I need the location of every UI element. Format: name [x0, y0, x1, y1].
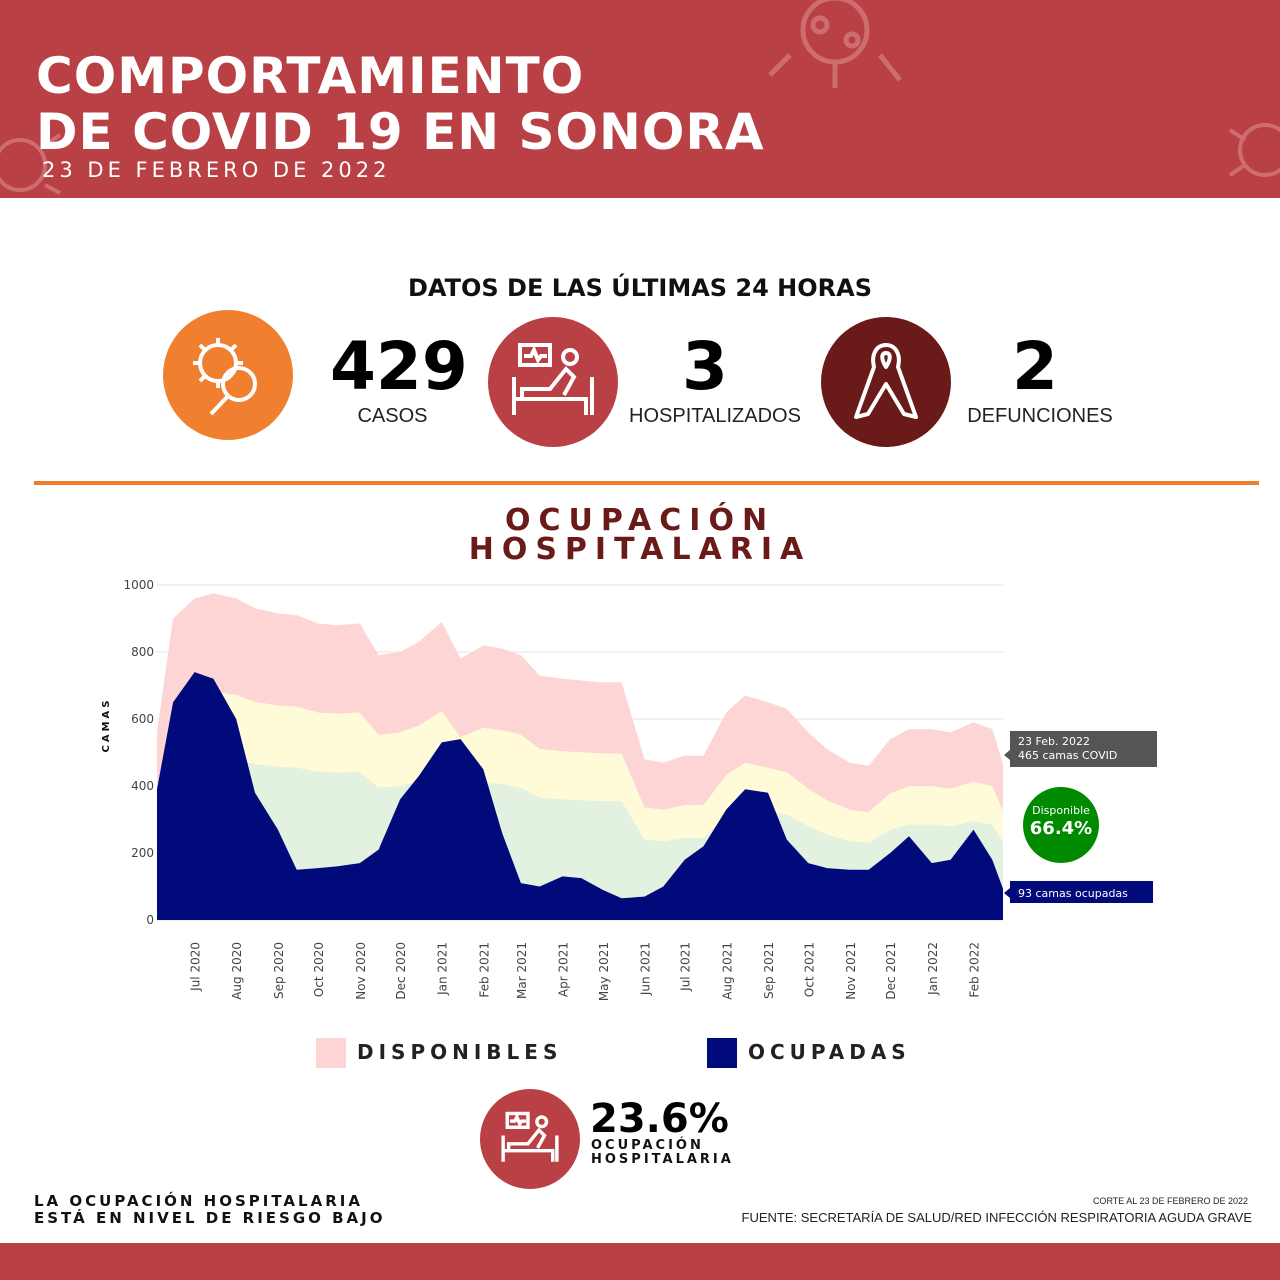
- page-title: COMPORTAMIENTO DE COVID 19 EN SONORA: [36, 48, 765, 160]
- tooltip-total-beds: 465 camas COVID: [1018, 749, 1117, 762]
- report-date: 23 DE FEBRERO DE 2022: [42, 158, 391, 182]
- x-tick-label: Oct 2021: [802, 942, 816, 997]
- divider: [34, 481, 1259, 485]
- risk-line-2: ESTÁ EN NIVEL DE RIESGO BAJO: [34, 1209, 386, 1227]
- deaths-label: DEFUNCIONES: [967, 405, 1113, 427]
- x-tick-label: Jan 2021: [436, 942, 450, 996]
- occupancy-chart: 0 200 400 600 800 1000 Jul 2020 Aug 2020 Sep 20…: [101, 578, 1157, 1001]
- hospitalized-value: 3: [682, 328, 728, 405]
- x-tick-label: Jul 2021: [679, 942, 693, 992]
- ribbon-icon: [854, 343, 918, 419]
- cases-badge: [163, 310, 293, 440]
- available-circle: [1023, 787, 1099, 863]
- x-tick-label: Dec 2020: [394, 942, 408, 1000]
- x-tick-label: Jul 2020: [189, 942, 203, 992]
- title-line-1: COMPORTAMIENTO: [36, 47, 585, 105]
- y-axis-label: CAMAS: [101, 698, 112, 753]
- x-tick-label: Aug 2021: [720, 942, 734, 1000]
- available-pct: 66.4%: [1030, 818, 1092, 839]
- x-tick-label: Oct 2020: [312, 942, 326, 997]
- occupancy-label-line-2: HOSPITALARIA: [591, 1152, 734, 1167]
- legend-swatch-available: [316, 1038, 346, 1068]
- x-tick-label: Feb 2022: [967, 942, 981, 998]
- risk-line-1: LA OCUPACIÓN HOSPITALARIA: [34, 1192, 363, 1210]
- legend-label-occupied: OCUPADAS: [748, 1040, 911, 1064]
- x-tick-label: Jun 2021: [638, 942, 652, 996]
- hospital-bed-icon: [512, 343, 594, 415]
- x-tick-label: Nov 2020: [354, 942, 368, 1000]
- y-tick-label: 600: [131, 712, 154, 726]
- section-title: OCUPACIÓN HOSPITALARIA: [0, 503, 1280, 567]
- section-title-line-1: OCUPACIÓN: [504, 503, 776, 538]
- footer-banner: [0, 1243, 1280, 1280]
- y-tick-label: 400: [131, 779, 154, 793]
- hospital-bed-icon: [501, 1111, 559, 1162]
- virus-decoration-icon: [0, 133, 62, 195]
- cases-label: CASOS: [357, 405, 428, 427]
- available-label: Disponible: [1032, 804, 1090, 817]
- x-tick-label: Mar 2021: [515, 942, 529, 999]
- x-tick-label: Feb 2021: [477, 942, 491, 998]
- cases-value: 429: [330, 328, 468, 405]
- occupied-beds: 93 camas ocupadas: [1018, 887, 1128, 900]
- legend-swatch-occupied: [707, 1038, 737, 1068]
- occupancy-value: 23.6%: [590, 1096, 729, 1142]
- hospitalized-label: HOSPITALIZADOS: [629, 405, 801, 427]
- occupancy-label: OCUPACIÓN HOSPITALARIA: [591, 1139, 734, 1167]
- cutoff-date: CORTE AL 23 DE FEBRERO DE 2022: [1092, 1196, 1248, 1206]
- x-tick-label: Sep 2020: [272, 942, 286, 999]
- x-tick-label: Nov 2021: [844, 942, 858, 1000]
- area-ocupadas: [157, 672, 1003, 920]
- y-tick-label: 200: [131, 846, 154, 860]
- virus-decoration-icon: [1228, 123, 1280, 177]
- tooltip-date: 23 Feb. 2022: [1018, 735, 1090, 748]
- source-note: FUENTE: SECRETARÍA DE SALUD/RED INFECCIÓ…: [741, 1210, 1252, 1225]
- x-tick-label: Dec 2021: [884, 942, 898, 1000]
- virus-magnifier-icon: [193, 338, 257, 416]
- section-title-line-2: HOSPITALARIA: [468, 532, 812, 567]
- x-tick-label: Apr 2021: [557, 942, 571, 997]
- tooltip-occupied: 93 camas ocupadas: [1004, 881, 1153, 903]
- y-tick-label: 1000: [123, 578, 154, 592]
- x-tick-label: Jan 2022: [926, 942, 940, 996]
- y-tick-label: 800: [131, 645, 154, 659]
- deaths-badge: [821, 317, 951, 447]
- header-banner: [0, 0, 1280, 198]
- summary-heading: DATOS DE LAS ÚLTIMAS 24 HORAS: [407, 274, 872, 302]
- available-badge: Disponible 66.4%: [1023, 787, 1099, 863]
- y-tick-label: 0: [146, 913, 154, 927]
- occupancy-badge: [480, 1089, 580, 1189]
- tooltip-total: 23 Feb. 2022 465 camas COVID: [1004, 731, 1157, 767]
- hospitalized-badge: [488, 317, 618, 447]
- x-tick-label: May 2021: [597, 942, 611, 1001]
- occupancy-label-line-1: OCUPACIÓN: [591, 1138, 704, 1153]
- title-line-2: DE COVID 19 EN SONORA: [36, 103, 765, 161]
- risk-statement: LA OCUPACIÓN HOSPITALARIA ESTÁ EN NIVEL D…: [34, 1193, 386, 1227]
- virus-decoration-icon: [768, 0, 902, 88]
- legend-label-available: DISPONIBLES: [357, 1040, 563, 1064]
- deaths-value: 2: [1012, 328, 1058, 405]
- x-tick-label: Aug 2020: [230, 942, 244, 1000]
- x-tick-label: Sep 2021: [762, 942, 776, 999]
